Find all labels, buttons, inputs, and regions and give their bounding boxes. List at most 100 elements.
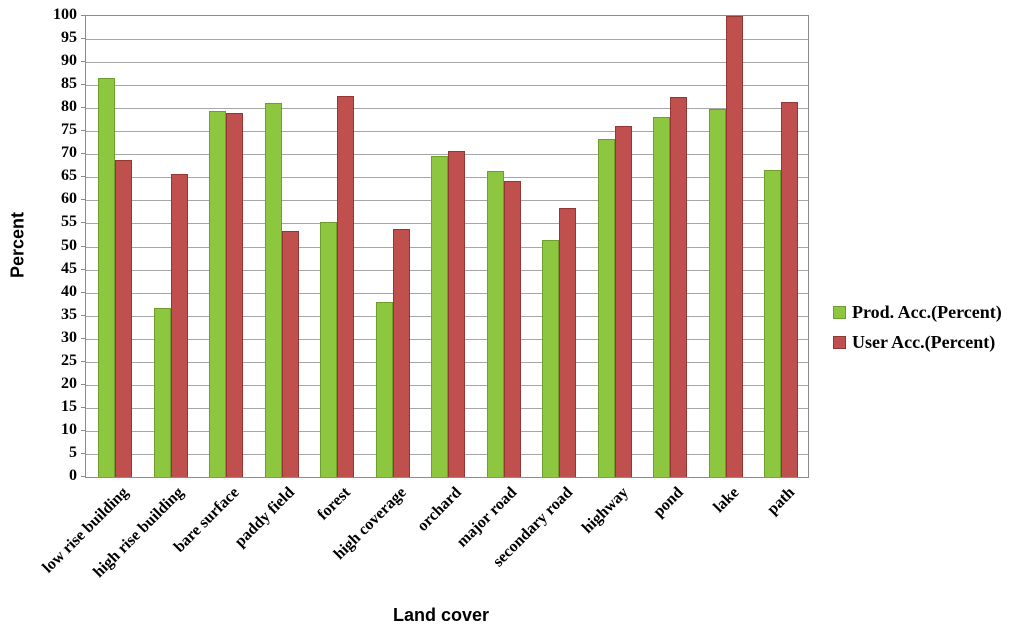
bar-user-acc-major-road (503, 180, 521, 477)
bar-prod-acc-path (764, 170, 782, 477)
plot-area (85, 15, 809, 478)
y-tick-mark (81, 407, 86, 408)
y-tick-mark (81, 430, 86, 431)
y-tick-mark (81, 269, 86, 270)
y-tick-label: 100 (53, 6, 77, 23)
gridline (86, 131, 808, 132)
bar-group (752, 16, 808, 477)
bar-prod-acc-lake (708, 109, 726, 477)
bar-prod-acc-high-rise-building (153, 308, 171, 477)
y-tick-label: 0 (69, 467, 77, 484)
y-tick-label: 10 (61, 421, 77, 438)
bar-group (142, 16, 198, 477)
x-category-label-forest: forest (314, 484, 354, 524)
bar-user-acc-secondary-road (559, 207, 577, 477)
y-tick-label: 75 (61, 121, 77, 138)
bar-prod-acc-high-coverage (375, 301, 393, 477)
y-tick-mark (81, 361, 86, 362)
x-category-label-paddy-field: paddy field (231, 484, 299, 551)
y-tick-label: 55 (61, 213, 77, 230)
y-tick-mark (81, 453, 86, 454)
bar-pair (708, 16, 743, 477)
bar-prod-acc-orchard (431, 156, 449, 477)
bar-group (308, 16, 364, 477)
bar-prod-acc-secondary-road (542, 240, 560, 477)
x-axis-title: Land cover (392, 605, 490, 625)
y-tick-label: 25 (61, 352, 77, 369)
bar-pair (320, 96, 355, 477)
bar-user-acc-orchard (448, 150, 466, 477)
x-category-label-path: path (764, 484, 799, 519)
y-tick-mark (81, 384, 86, 385)
y-tick-label: 85 (61, 75, 77, 92)
x-category-label-pond: pond (650, 484, 688, 521)
y-tick-label: 15 (61, 398, 77, 415)
bar-pair (542, 207, 577, 477)
y-axis-title: Percent (7, 211, 28, 279)
bar-group (697, 16, 753, 477)
bar-pair (653, 97, 688, 477)
y-tick-mark (81, 199, 86, 200)
bar-prod-acc-paddy-field (264, 103, 282, 477)
bar-prod-acc-bare-surface (209, 110, 227, 477)
bar-user-acc-pond (670, 97, 688, 477)
legend-item: User Acc.(Percent) (833, 333, 1002, 352)
y-tick-label: 65 (61, 167, 77, 184)
bar-pair (264, 103, 299, 477)
gridline (86, 154, 808, 155)
y-tick-label: 40 (61, 283, 77, 300)
bar-group (530, 16, 586, 477)
bar-prod-acc-major-road (486, 171, 504, 477)
bar-pair (98, 78, 132, 477)
y-tick-label: 35 (61, 306, 77, 323)
y-tick-mark (81, 315, 86, 316)
gridline (86, 39, 808, 40)
y-tick-label: 60 (61, 190, 77, 207)
gridline (86, 108, 808, 109)
y-tick-label: 80 (61, 98, 77, 115)
bar-pair (597, 125, 632, 477)
bar-pair (209, 110, 244, 477)
y-tick-mark (81, 246, 86, 247)
legend-label: Prod. Acc.(Percent) (852, 302, 1002, 322)
y-tick-mark (81, 292, 86, 293)
bar-prod-acc-forest (320, 222, 338, 477)
bar-pair (375, 228, 410, 477)
bar-group (475, 16, 531, 477)
y-tick-mark (81, 176, 86, 177)
bar-user-acc-low-rise-building (115, 160, 132, 477)
y-tick-label: 5 (69, 444, 77, 461)
y-tick-mark (81, 338, 86, 339)
bar-prod-acc-highway (597, 139, 615, 477)
legend-label: User Acc.(Percent) (852, 332, 996, 352)
legend: Prod. Acc.(Percent) User Acc.(Percent) (833, 303, 1002, 363)
y-tick-mark (81, 61, 86, 62)
legend-item: Prod. Acc.(Percent) (833, 303, 1002, 322)
bar-pair (431, 150, 466, 477)
y-tick-label: 45 (61, 260, 77, 277)
y-tick-mark (81, 107, 86, 108)
bar-user-acc-high-rise-building (170, 173, 188, 477)
y-tick-mark (81, 476, 86, 477)
y-tick-mark (81, 38, 86, 39)
y-tick-label: 30 (61, 329, 77, 346)
y-tick-label: 50 (61, 237, 77, 254)
bar-prod-acc-pond (653, 117, 671, 477)
bar-group (641, 16, 697, 477)
bar-group (419, 16, 475, 477)
bar-user-acc-paddy-field (281, 230, 299, 477)
bar-group (197, 16, 253, 477)
x-category-label-highway: highway (578, 484, 632, 537)
y-tick-label: 95 (61, 29, 77, 46)
bar-user-acc-lake (725, 16, 743, 477)
bar-group (86, 16, 142, 477)
bar-user-acc-high-coverage (392, 228, 410, 477)
bar-group (253, 16, 309, 477)
gridline (86, 62, 808, 63)
legend-swatch-prod-acc (833, 306, 846, 319)
y-tick-label: 90 (61, 52, 77, 69)
bar-user-acc-path (781, 101, 799, 477)
y-tick-mark (81, 84, 86, 85)
bar-pair (764, 101, 799, 477)
